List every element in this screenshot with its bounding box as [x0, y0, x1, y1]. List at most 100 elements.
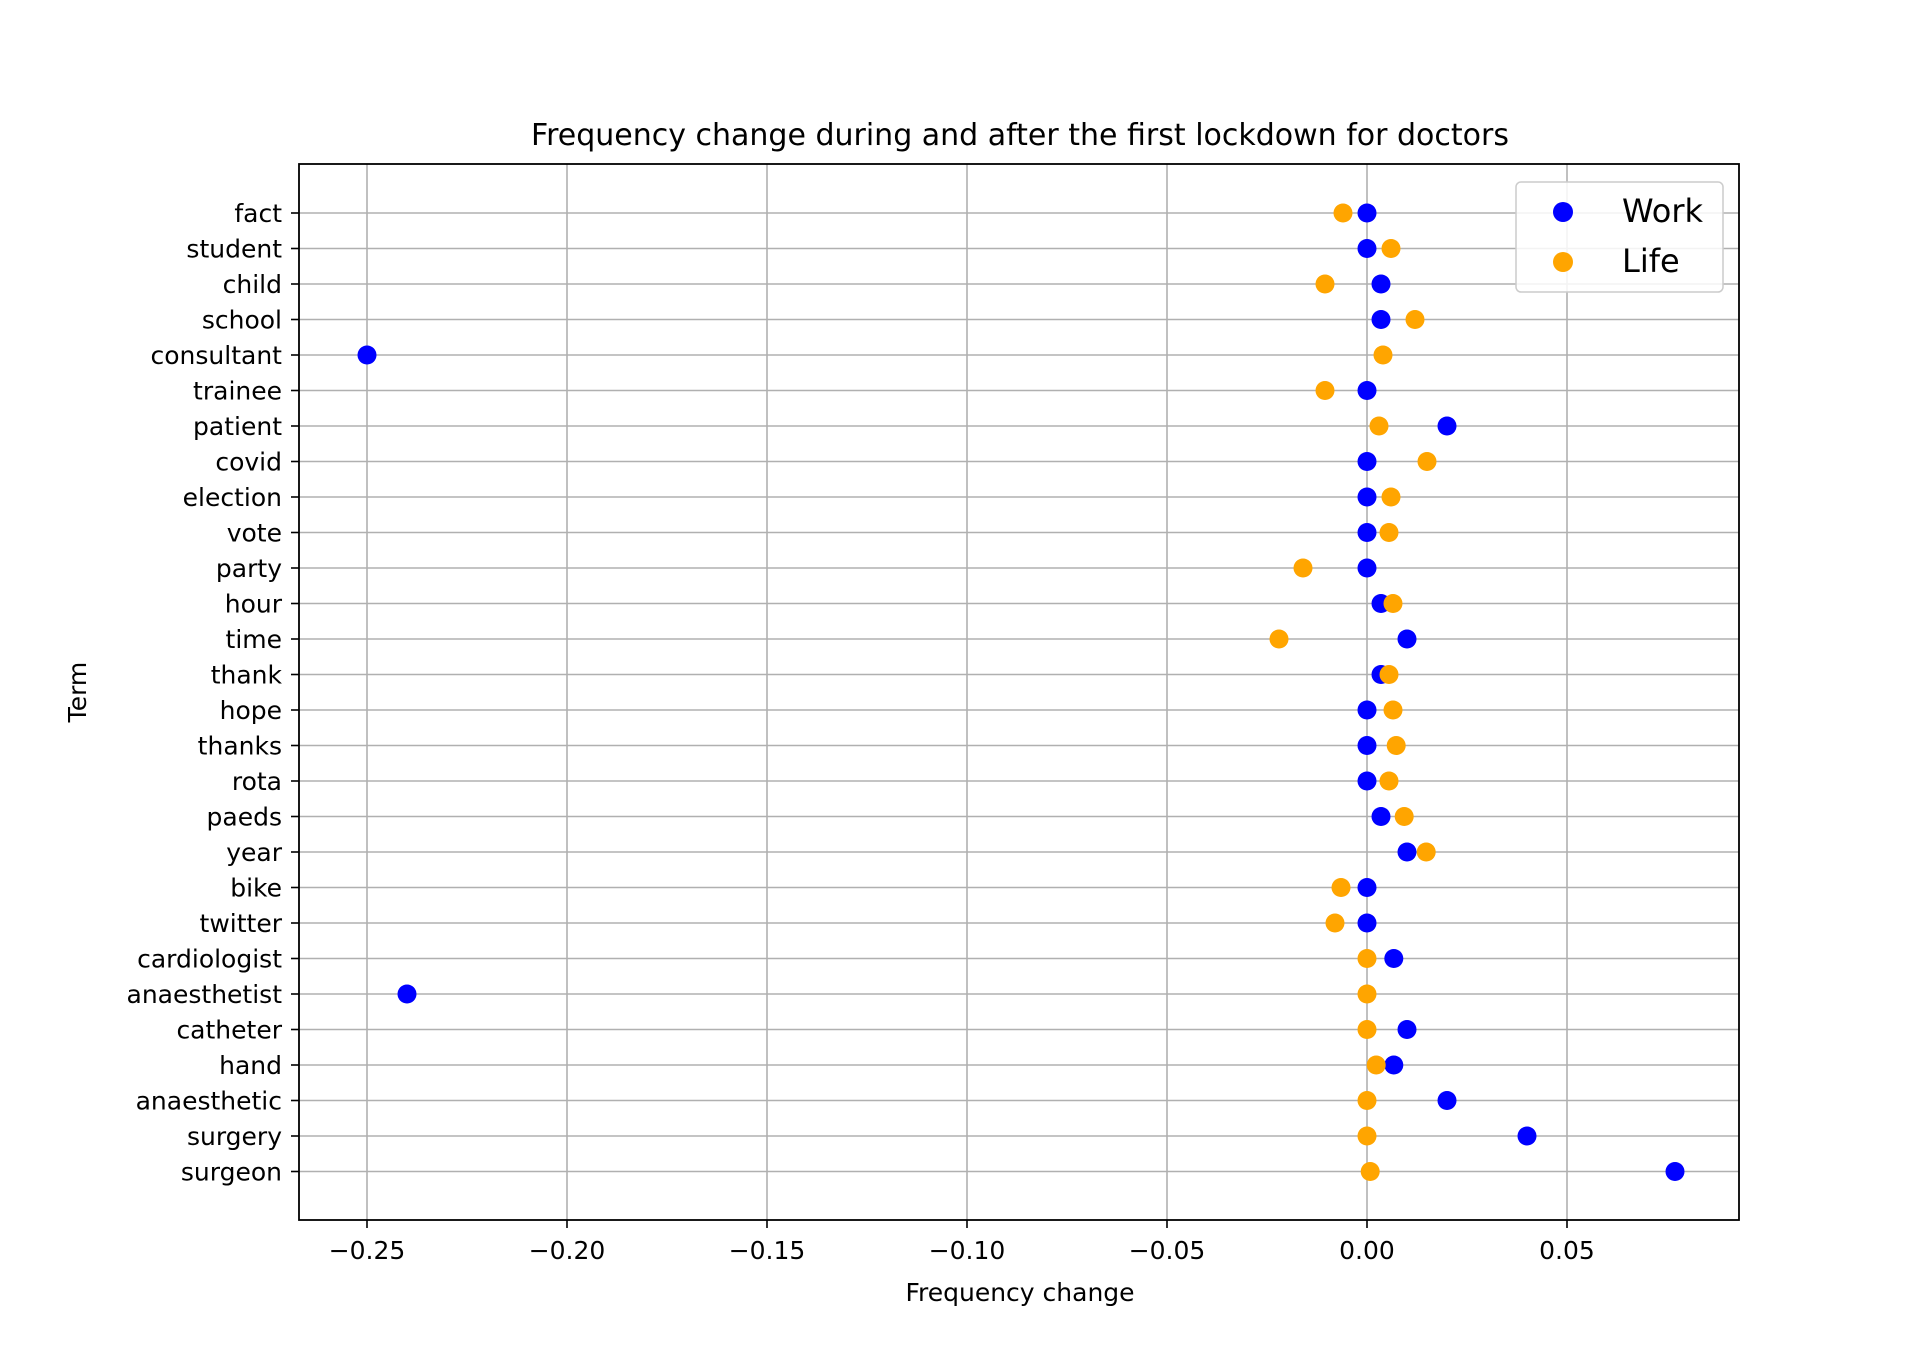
y-tick-label-surgery: surgery: [187, 1122, 282, 1151]
y-tick-label-trainee: trainee: [193, 377, 282, 406]
y-tick-label-election: election: [183, 483, 282, 512]
point-life-vote: [1379, 523, 1399, 542]
y-tick-label-child: child: [223, 270, 282, 299]
y-tick-label-cardiologist: cardiologist: [137, 945, 282, 974]
y-tick-label-rota: rota: [232, 767, 282, 796]
point-life-anaesthetic: [1357, 1091, 1377, 1110]
y-tick-label-school: school: [202, 306, 282, 335]
y-tick-label-consultant: consultant: [151, 341, 283, 370]
point-work-patient: [1437, 416, 1457, 436]
point-life-anaesthetist: [1357, 984, 1377, 1004]
point-life-cardiologist: [1357, 949, 1377, 968]
point-life-party: [1293, 558, 1313, 578]
point-work-surgeon: [1665, 1162, 1685, 1181]
legend: Work Life: [1515, 181, 1724, 293]
point-work-school: [1371, 310, 1391, 329]
y-tick-label-party: party: [216, 554, 282, 583]
point-work-consultant: [357, 345, 377, 365]
x-tick-label: −0.10: [929, 1236, 1006, 1265]
data-points: [357, 203, 1685, 1181]
y-axis-ticks: fact student child school consultant trainee p…: [127, 199, 299, 1187]
plot-frame: [298, 163, 1740, 1221]
legend-marker-life: [1553, 252, 1573, 272]
x-tick-label: −0.15: [729, 1236, 806, 1265]
point-work-trainee: [1357, 381, 1377, 400]
grid-lines: [299, 164, 1739, 1220]
point-life-consultant: [1373, 345, 1393, 365]
legend-marker-work: [1553, 202, 1573, 222]
chart-title: Frequency change during and after the fi…: [531, 118, 1509, 153]
point-life-election: [1381, 487, 1401, 507]
point-life-hope: [1383, 700, 1403, 720]
legend-label-work: Work: [1622, 192, 1704, 230]
y-tick-label-time: time: [226, 625, 282, 654]
y-tick-label-vote: vote: [227, 519, 282, 548]
point-life-surgery: [1357, 1126, 1377, 1146]
point-life-hour: [1383, 594, 1403, 613]
point-work-vote: [1357, 523, 1377, 542]
point-work-child: [1371, 274, 1391, 294]
y-tick-label-anaesthetic: anaesthetic: [136, 1087, 282, 1116]
point-work-paeds: [1371, 807, 1391, 826]
y-tick-label-bike: bike: [230, 874, 282, 903]
point-life-fact: [1333, 203, 1353, 223]
point-work-anaesthetic: [1437, 1091, 1457, 1110]
y-tick-label-hope: hope: [220, 696, 282, 725]
y-tick-label-patient: patient: [193, 412, 282, 441]
point-life-child: [1315, 274, 1335, 294]
y-tick-label-covid: covid: [215, 448, 282, 477]
y-axis-label: Term: [63, 662, 92, 724]
y-tick-label-twitter: twitter: [200, 909, 283, 938]
point-life-hand: [1366, 1055, 1386, 1075]
point-work-hand: [1384, 1055, 1404, 1075]
y-tick-label-student: student: [186, 235, 282, 264]
point-life-paeds: [1394, 807, 1414, 826]
y-tick-label-year: year: [226, 838, 282, 867]
point-work-bike: [1357, 878, 1377, 897]
y-tick-label-hand: hand: [219, 1051, 282, 1080]
point-work-time: [1397, 629, 1417, 649]
point-work-rota: [1357, 771, 1377, 791]
point-life-covid: [1417, 452, 1437, 471]
point-life-rota: [1379, 771, 1399, 791]
point-work-catheter: [1397, 1020, 1417, 1039]
x-tick-label: −0.20: [529, 1236, 606, 1265]
y-tick-label-thanks: thanks: [198, 732, 282, 761]
legend-label-life: Life: [1622, 242, 1680, 280]
point-work-twitter: [1357, 913, 1377, 933]
y-tick-label-catheter: catheter: [176, 1016, 282, 1045]
point-work-anaesthetist: [397, 984, 417, 1004]
point-life-patient: [1369, 416, 1389, 436]
x-tick-label: −0.05: [1129, 1236, 1206, 1265]
point-work-election: [1357, 487, 1377, 507]
point-work-year: [1397, 842, 1417, 862]
point-life-student: [1381, 239, 1401, 258]
y-tick-label-paeds: paeds: [207, 803, 282, 832]
y-tick-label-fact: fact: [234, 199, 282, 228]
point-work-hope: [1357, 700, 1377, 720]
point-work-fact: [1357, 203, 1377, 223]
point-life-trainee: [1315, 381, 1335, 400]
x-axis-ticks: −0.25 −0.20 −0.15 −0.10 −0.05 0.00 0.05: [329, 1220, 1595, 1265]
x-tick-label: −0.25: [329, 1236, 406, 1265]
point-life-year: [1416, 842, 1436, 862]
x-tick-label: 0.05: [1539, 1236, 1595, 1265]
point-life-bike: [1331, 878, 1351, 897]
x-tick-label: 0.00: [1339, 1236, 1395, 1265]
point-life-school: [1405, 310, 1425, 329]
point-life-thanks: [1386, 736, 1406, 755]
point-life-surgeon: [1360, 1162, 1380, 1181]
x-axis-label: Frequency change: [905, 1278, 1134, 1307]
point-work-party: [1357, 558, 1377, 578]
point-work-student: [1357, 239, 1377, 258]
point-work-thanks: [1357, 736, 1377, 755]
point-life-catheter: [1357, 1020, 1377, 1039]
y-tick-label-anaesthetist: anaesthetist: [127, 980, 283, 1009]
point-life-thank: [1379, 665, 1399, 684]
point-work-covid: [1357, 452, 1377, 471]
point-work-surgery: [1517, 1126, 1537, 1146]
point-life-time: [1269, 629, 1289, 649]
point-life-twitter: [1325, 913, 1345, 933]
y-tick-label-surgeon: surgeon: [181, 1158, 282, 1187]
